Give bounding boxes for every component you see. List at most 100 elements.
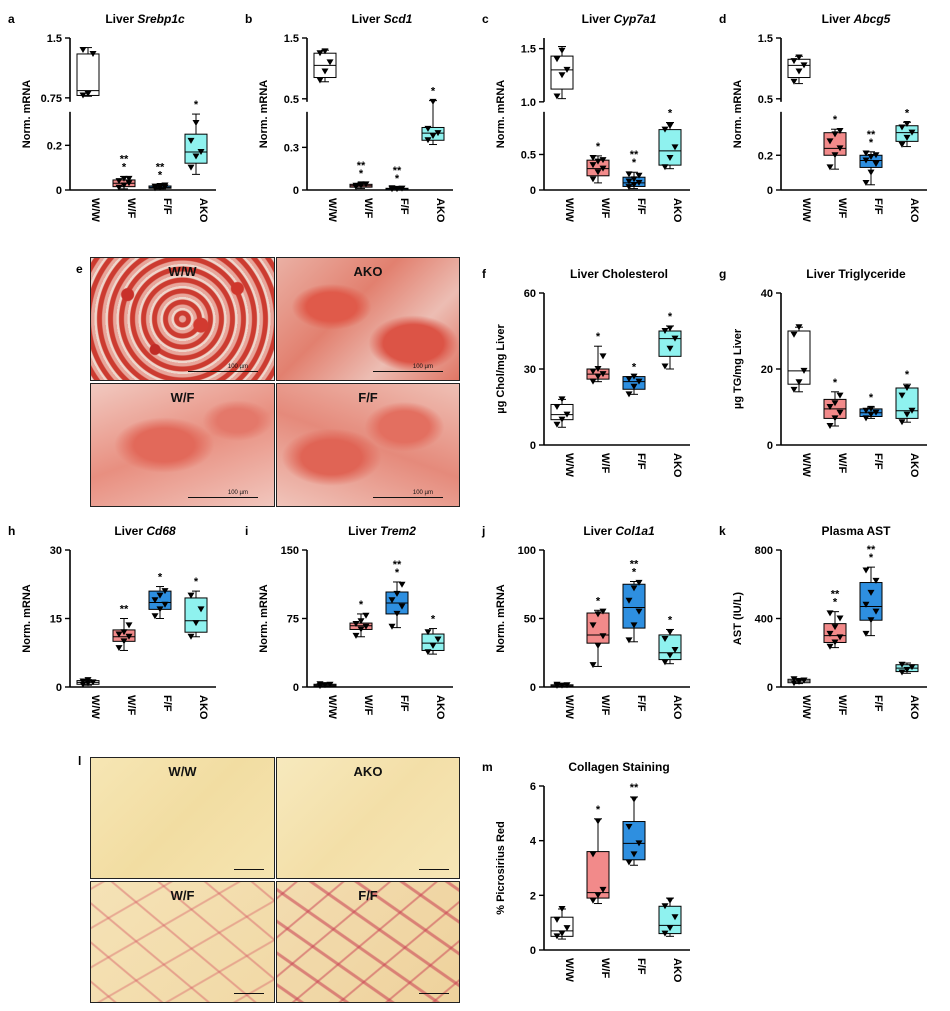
data-point: [867, 589, 875, 596]
significance-marker: *: [833, 114, 838, 126]
y-tick-label: 50: [524, 614, 536, 626]
significance-marker: *: [158, 169, 163, 181]
data-point: [836, 615, 844, 622]
x-category-label: AKO: [671, 453, 683, 478]
data-point: [326, 59, 334, 66]
y-tick-label: 0: [530, 185, 536, 197]
data-point: [903, 666, 911, 673]
chart-title: Liver Cyp7a1: [582, 12, 657, 26]
data-point: [800, 367, 808, 374]
x-category-label: AKO: [671, 198, 683, 223]
data-point: [326, 681, 334, 688]
data-point: [424, 629, 432, 636]
box-WW: [787, 58, 811, 79]
data-point: [352, 620, 360, 627]
data-point: [187, 137, 195, 144]
data-point: [661, 659, 669, 666]
chart-title: Liver Cd68: [114, 524, 176, 538]
significance-marker: **: [630, 149, 639, 161]
data-point: [424, 649, 432, 656]
scale-bar: [373, 371, 443, 372]
chart-title: Liver Triglyceride: [806, 267, 906, 281]
data-point: [898, 141, 906, 148]
data-point: [187, 164, 195, 171]
data-point: [125, 180, 133, 187]
data-point: [867, 405, 875, 412]
data-point: [666, 629, 674, 636]
data-point: [836, 634, 844, 641]
y-tick-label: 0: [767, 682, 773, 694]
data-point: [666, 652, 674, 659]
data-point: [594, 611, 602, 618]
x-category-label: AKO: [197, 198, 209, 223]
y-tick-label: 1.5: [47, 33, 62, 45]
chart-title: Liver Srebp1c: [105, 12, 185, 26]
scale-bar-label: 100 µm: [227, 364, 248, 370]
panel-label-l: l: [78, 754, 82, 768]
panel-label: h: [8, 524, 15, 538]
data-point: [666, 925, 674, 932]
x-category-label: W/W: [89, 198, 101, 222]
x-category-label: W/W: [563, 958, 575, 982]
y-axis-label: Norm. mRNA: [258, 584, 270, 653]
x-category-label: W/W: [563, 695, 575, 719]
x-category-label: W/W: [326, 695, 338, 719]
data-point: [671, 914, 679, 921]
data-point: [120, 629, 128, 636]
data-point: [826, 610, 834, 617]
x-category-label: F/F: [635, 198, 647, 215]
x-category-label: AKO: [434, 695, 446, 720]
data-point: [625, 391, 633, 398]
x-category-label: AKO: [908, 453, 920, 478]
data-point: [388, 597, 396, 604]
data-point: [115, 645, 123, 652]
x-category-label: F/F: [635, 695, 647, 712]
data-point: [553, 421, 561, 428]
data-point: [790, 680, 798, 687]
x-category-label: AKO: [908, 198, 920, 223]
data-point: [872, 152, 880, 159]
significance-marker: *: [122, 162, 127, 174]
data-point: [862, 407, 870, 414]
chart-title: Liver Abcg5: [822, 12, 891, 26]
data-point: [187, 633, 195, 640]
data-point: [89, 50, 97, 57]
data-point: [867, 153, 875, 160]
y-tick-label: 1.0: [521, 97, 536, 109]
micro-label: W/W: [168, 264, 197, 279]
y-tick-label: 20: [761, 364, 773, 376]
y-tick-label: 0: [767, 185, 773, 197]
y-tick-label: 1.5: [758, 33, 773, 45]
data-point: [352, 182, 360, 189]
data-point: [836, 392, 844, 399]
micrograph-l-ww: W/W: [90, 757, 275, 879]
data-point: [563, 411, 571, 418]
x-category-label: W/F: [125, 198, 137, 218]
data-point: [862, 567, 870, 574]
data-point: [867, 617, 875, 624]
data-point: [553, 916, 561, 923]
micrograph-e-ff: F/F 100 µm: [276, 383, 460, 507]
data-point: [192, 620, 200, 627]
data-point: [434, 636, 442, 643]
panel-label: a: [8, 12, 15, 26]
y-tick-label: 2: [530, 890, 536, 902]
x-category-label: W/F: [362, 198, 374, 218]
data-point: [362, 612, 370, 619]
x-category-label: W/W: [326, 198, 338, 222]
y-tick-label: 0.2: [47, 140, 62, 152]
box-AKO: [658, 330, 682, 357]
data-point: [161, 182, 169, 189]
data-point: [625, 178, 633, 185]
y-tick-label: 6: [530, 781, 536, 793]
x-category-label: F/F: [635, 958, 647, 975]
data-point: [795, 68, 803, 75]
data-point: [826, 138, 834, 145]
data-point: [831, 400, 839, 407]
data-point: [79, 46, 87, 53]
panel-label-e: e: [76, 262, 83, 276]
data-point: [563, 682, 571, 689]
data-point: [161, 588, 169, 595]
data-point: [898, 661, 906, 668]
y-tick-label: 1.5: [284, 33, 299, 45]
